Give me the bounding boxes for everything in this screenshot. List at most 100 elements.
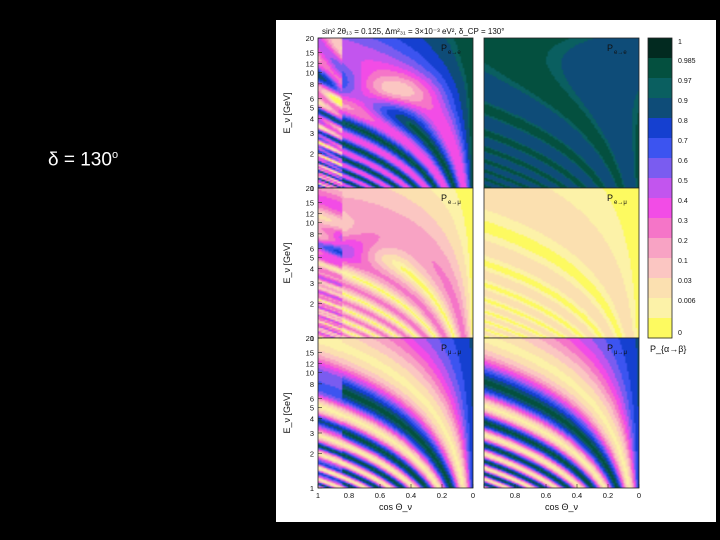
y-tick-label: 8 xyxy=(310,380,314,389)
x-tick-label: 0.2 xyxy=(437,491,447,500)
colorbar-band xyxy=(648,158,672,179)
colorbar-level-label: 0.985 xyxy=(678,58,696,65)
y-tick-label: 4 xyxy=(310,415,314,424)
oscillogram-grid: sin² 2θ₁₃ = 0.125, Δm²₃₁ = 3×10⁻³ eV², δ… xyxy=(282,27,696,512)
y-tick-label: 6 xyxy=(310,244,314,253)
y-tick-label: 4 xyxy=(310,265,314,274)
colorbar-band xyxy=(648,178,672,199)
y-tick-label: 2 xyxy=(310,149,314,158)
y-tick-label: 20 xyxy=(306,34,314,43)
panel-frame xyxy=(317,337,474,489)
y-tick-label: 12 xyxy=(306,60,314,69)
colorbar-level-label: 0.1 xyxy=(678,258,688,265)
y-axis-label: E_ν [GeV] xyxy=(282,392,292,433)
heatmap-image xyxy=(484,188,639,338)
delta-cp-label: δ = 130o xyxy=(48,149,118,171)
colorbar-band xyxy=(648,218,672,239)
x-tick-label: 1 xyxy=(316,491,320,500)
colorbar-level-label: 0.03 xyxy=(678,278,692,285)
oscillation-figure: sin² 2θ₁₃ = 0.125, Δm²₃₁ = 3×10⁻³ eV², δ… xyxy=(276,20,716,522)
y-tick-label: 15 xyxy=(306,48,314,57)
x-axis-label: cos Θ_ν xyxy=(545,502,579,512)
colorbar-band xyxy=(648,58,672,79)
colorbar-band xyxy=(648,78,672,99)
y-axis-label: E_ν [GeV] xyxy=(282,242,292,283)
colorbar-level-label: 0.006 xyxy=(678,298,696,305)
colorbar-band xyxy=(648,198,672,219)
panel-label-sub: e→μ xyxy=(614,200,627,206)
heatmap-image xyxy=(318,38,473,188)
y-axis-label: E_ν [GeV] xyxy=(282,92,292,133)
y-tick-label: 8 xyxy=(310,230,314,239)
colorbar-level-label: 0.5 xyxy=(678,178,688,185)
y-tick-label: 20 xyxy=(306,184,314,193)
panel-label: P xyxy=(607,43,613,53)
y-tick-label: 10 xyxy=(306,69,314,78)
panel-label: P xyxy=(607,193,613,203)
panel-label-sub: μ→μ xyxy=(614,350,627,356)
heatmap-image xyxy=(484,38,639,188)
panel-label: P xyxy=(607,343,613,353)
y-tick-label: 15 xyxy=(306,348,314,357)
y-tick-label: 15 xyxy=(306,198,314,207)
y-tick-label: 2 xyxy=(310,449,314,458)
colorbar-band xyxy=(648,238,672,259)
colorbar-level-label: 0.3 xyxy=(678,218,688,225)
y-tick-label: 8 xyxy=(310,80,314,89)
y-tick-label: 10 xyxy=(306,219,314,228)
colorbar-band xyxy=(648,318,672,339)
colorbar-band xyxy=(648,138,672,159)
colorbar-band xyxy=(648,298,672,319)
colorbar-level-label: 0.2 xyxy=(678,238,688,245)
y-tick-label: 1 xyxy=(310,334,314,343)
x-tick-label: 0.6 xyxy=(541,491,551,500)
x-tick-label: 0.2 xyxy=(603,491,613,500)
colorbar-level-label: 0.6 xyxy=(678,158,688,165)
colorbar-level-label: 0.7 xyxy=(678,138,688,145)
y-tick-label: 12 xyxy=(306,210,314,219)
y-tick-label: 3 xyxy=(310,429,314,438)
x-tick-label: 0.4 xyxy=(406,491,416,500)
panel-label-sub: e→μ xyxy=(448,200,461,206)
x-tick-label: 0.6 xyxy=(375,491,385,500)
panel-label-sub: μ→μ xyxy=(448,350,461,356)
y-tick-label: 5 xyxy=(310,253,314,262)
figure-title: sin² 2θ₁₃ = 0.125, Δm²₃₁ = 3×10⁻³ eV², δ… xyxy=(322,27,504,36)
y-tick-label: 6 xyxy=(310,94,314,103)
y-tick-label: 5 xyxy=(310,103,314,112)
delta-cp-text: δ = 130 xyxy=(48,149,112,171)
x-tick-label: 0.8 xyxy=(344,491,354,500)
colorbar-level-label: 0.9 xyxy=(678,98,688,105)
y-tick-label: 4 xyxy=(310,115,314,124)
x-tick-label: 0.8 xyxy=(510,491,520,500)
heatmap-image xyxy=(318,188,473,338)
x-tick-label: 0 xyxy=(471,491,475,500)
y-tick-label: 3 xyxy=(310,129,314,138)
colorbar-level-label: 0.4 xyxy=(678,198,688,205)
x-tick-label: 0 xyxy=(637,491,641,500)
panel-label-sub: e→e xyxy=(448,50,461,56)
heatmap-image xyxy=(318,338,473,488)
colorbar-band xyxy=(648,38,672,59)
colorbar-level-label: 1 xyxy=(678,39,682,46)
degree-mark: o xyxy=(111,149,119,161)
x-tick-label: 0.4 xyxy=(572,491,582,500)
colorbar-level-label: 0 xyxy=(678,330,682,337)
panel-label-sub: e→e xyxy=(614,50,627,56)
y-tick-label: 1 xyxy=(310,184,314,193)
heatmap-image xyxy=(484,338,639,488)
panel-label: P xyxy=(441,43,447,53)
colorbar-title: P_{α→β} xyxy=(650,344,686,354)
y-tick-label: 3 xyxy=(310,279,314,288)
y-tick-label: 2 xyxy=(310,299,314,308)
colorbar-band xyxy=(648,118,672,139)
colorbar-frame xyxy=(647,37,673,339)
colorbar-level-label: 0.8 xyxy=(678,118,688,125)
y-tick-label: 6 xyxy=(310,394,314,403)
panel-label: P xyxy=(441,343,447,353)
y-tick-label: 1 xyxy=(310,484,314,493)
colorbar-band xyxy=(648,278,672,299)
